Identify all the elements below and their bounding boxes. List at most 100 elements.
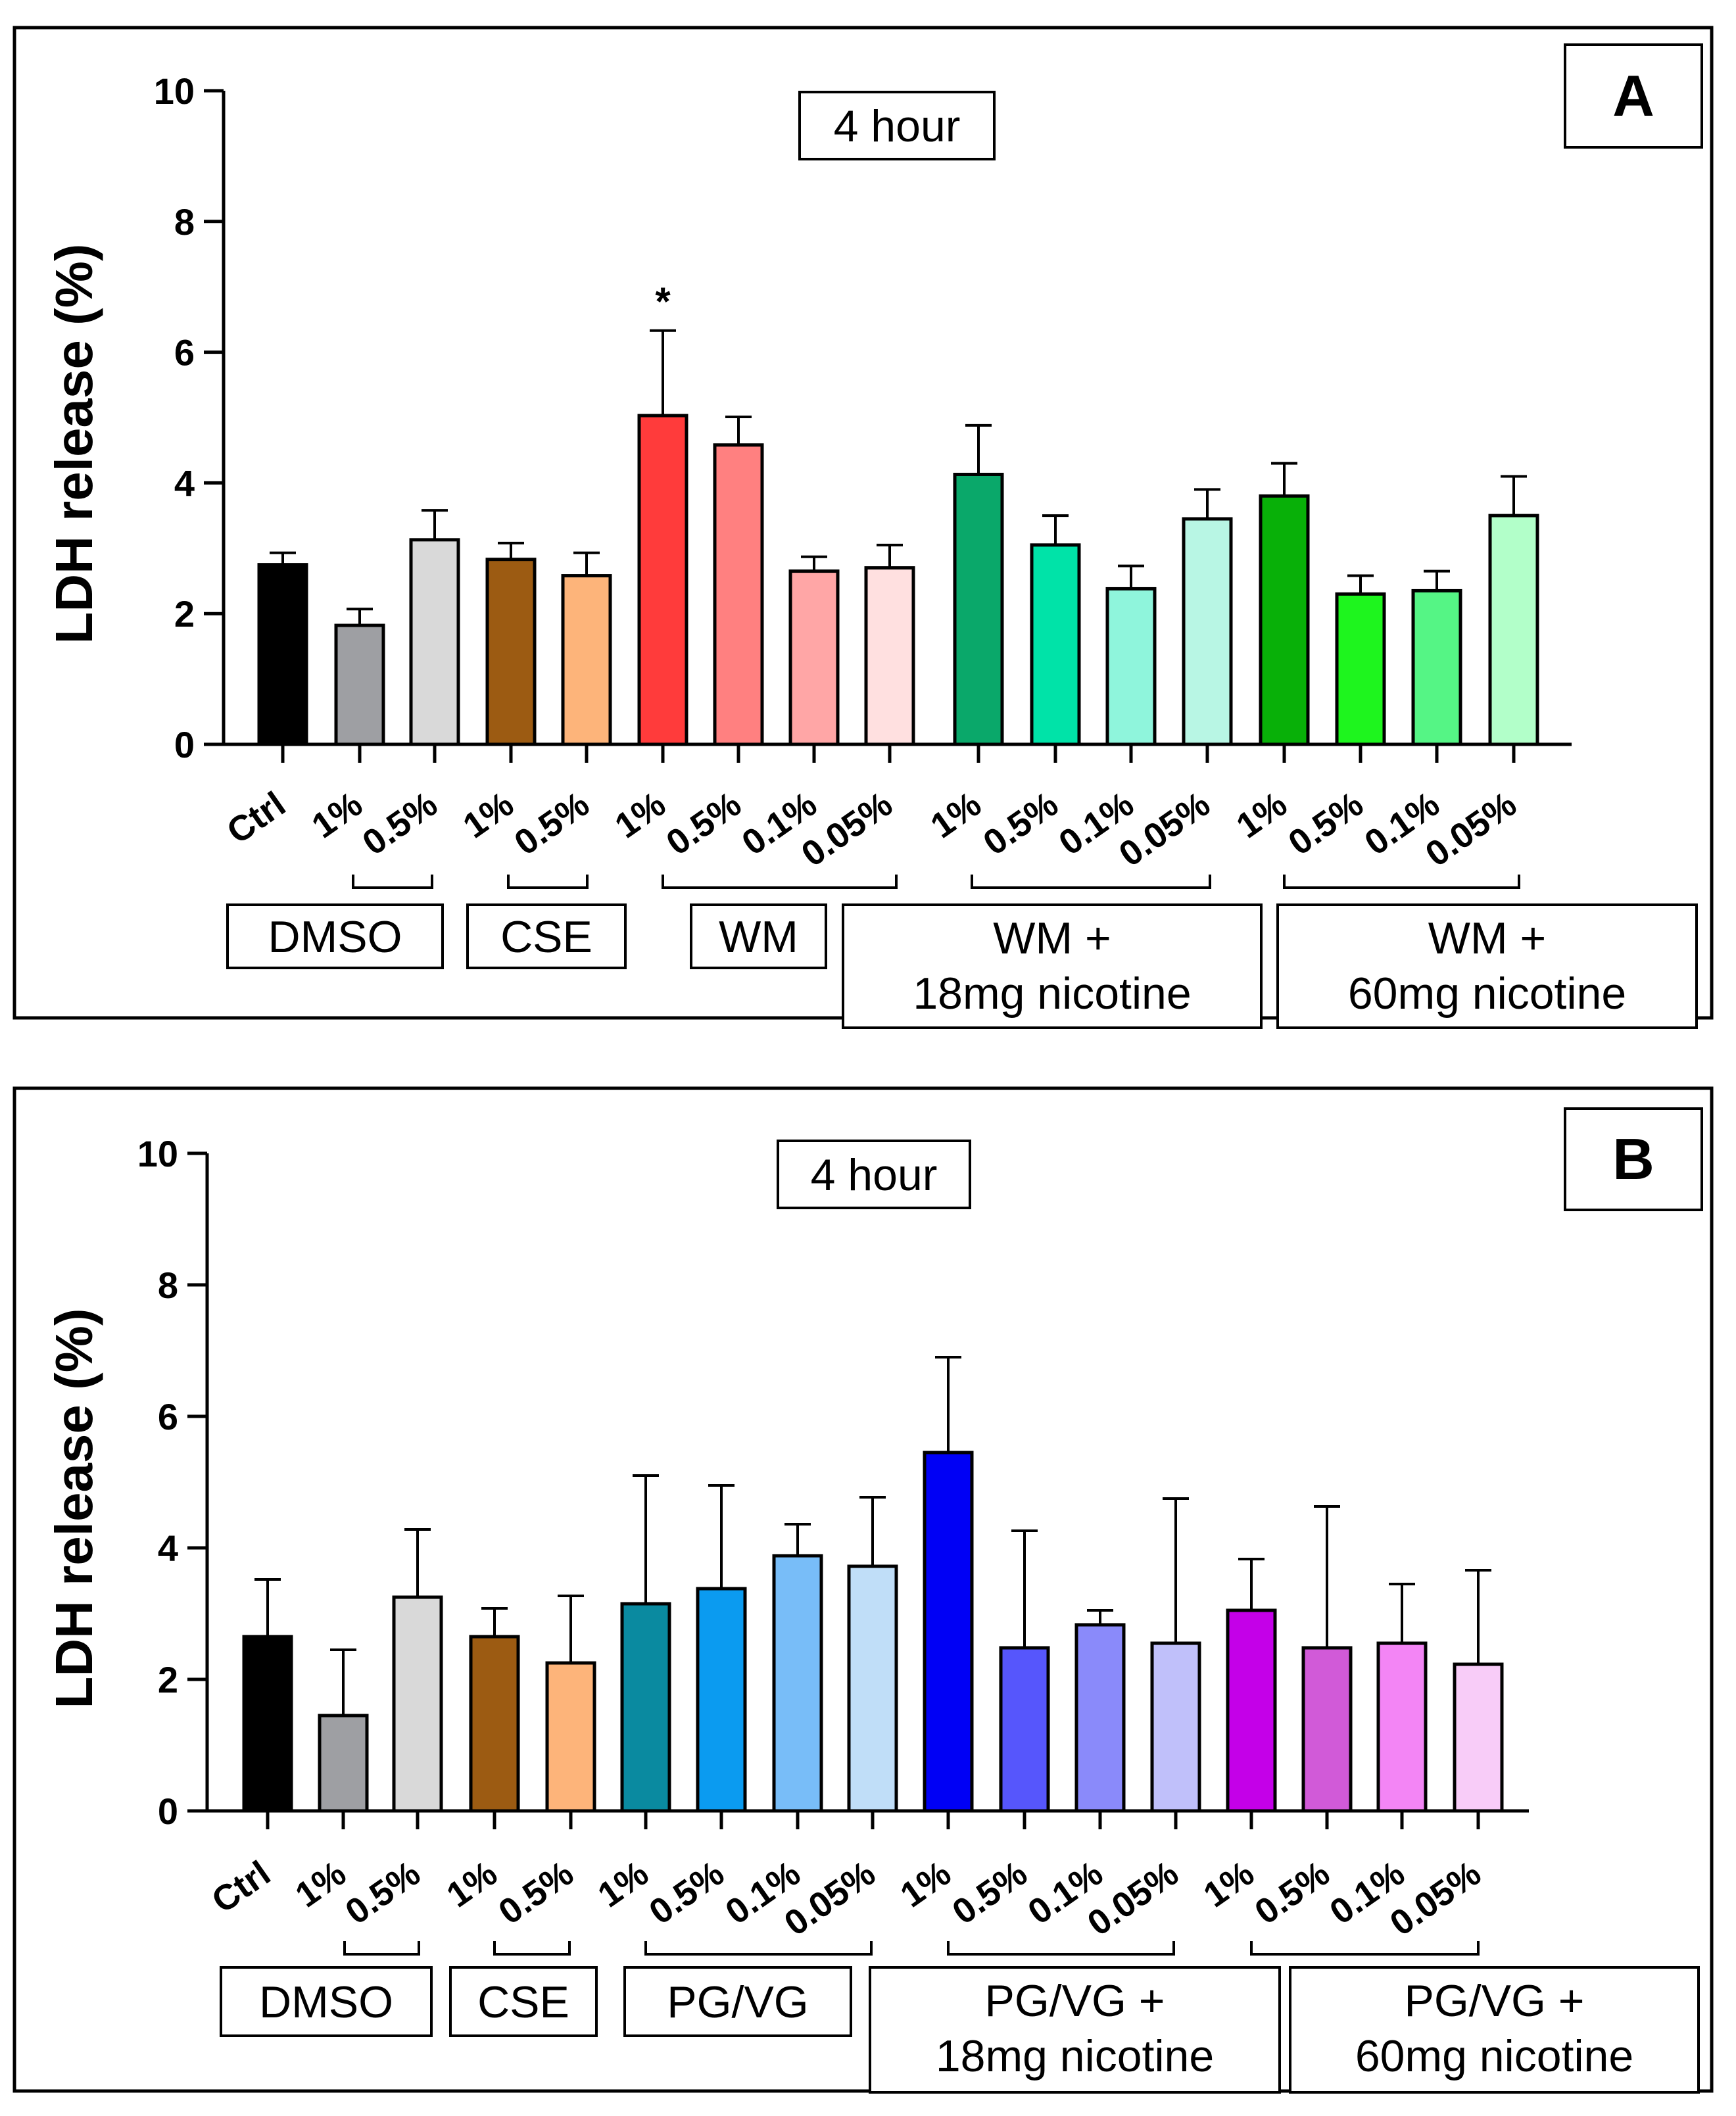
time-label: 4 hour — [834, 101, 961, 151]
bar — [1105, 587, 1157, 746]
y-tick-label: 6 — [158, 1396, 178, 1437]
bar — [1074, 1623, 1126, 1813]
time-label-box — [777, 1140, 971, 1209]
bar — [788, 569, 840, 746]
x-tick-label: Ctrl — [205, 1854, 277, 1921]
bar — [242, 1635, 293, 1813]
x-tick-label: 0.5% — [976, 784, 1065, 863]
group-label: PG/VG + — [985, 1976, 1165, 2026]
y-tick-label: 8 — [174, 201, 195, 243]
x-tick-label: 0.5% — [339, 1854, 427, 1933]
y-tick-label: 10 — [154, 70, 195, 112]
group-label: CSE — [500, 912, 592, 962]
group-label-box — [226, 903, 444, 969]
y-axis-title: LDH release (%) — [45, 243, 103, 644]
panel-frame — [12, 1086, 1714, 2093]
panel-letter-box — [1564, 1107, 1703, 1211]
group-label: CSE — [477, 1977, 569, 2027]
group-label: PG/VG + — [1405, 1976, 1585, 2026]
group-label-box — [869, 1966, 1281, 2094]
group-label: WM — [719, 912, 798, 962]
bar — [696, 1587, 747, 1813]
y-tick-label: 4 — [174, 462, 195, 504]
bar — [1335, 592, 1386, 746]
panel-frame — [12, 26, 1714, 1020]
group-bracket — [971, 875, 1211, 889]
x-tick-label: 1% — [924, 784, 988, 846]
group-label-line2: 60mg nicotine — [1348, 969, 1626, 1019]
x-tick-label: 0.5% — [946, 1854, 1034, 1933]
y-tick-label: 2 — [158, 1659, 178, 1700]
group-label-box — [449, 1966, 598, 2037]
group-label: DMSO — [268, 912, 402, 962]
bar — [318, 1714, 369, 1813]
bar — [409, 538, 460, 746]
group-label-box — [1276, 903, 1698, 1029]
bar — [847, 1564, 898, 1813]
time-label: 4 hour — [811, 1150, 938, 1200]
y-tick-label: 10 — [137, 1133, 178, 1174]
y-tick-label: 6 — [174, 332, 195, 373]
bar — [1226, 1608, 1277, 1813]
x-tick-label: 0.5% — [492, 1854, 581, 1933]
bar — [620, 1602, 671, 1813]
group-label-line2: 18mg nicotine — [913, 969, 1191, 1019]
x-tick-label: 0.5% — [356, 784, 445, 863]
group-bracket — [493, 1941, 571, 1956]
group-bracket — [644, 1941, 873, 1956]
bar — [772, 1554, 823, 1813]
bar — [1150, 1641, 1201, 1813]
group-label-box — [1289, 1966, 1700, 2094]
x-tick-label: 0.05% — [1418, 784, 1524, 875]
group-bracket — [343, 1941, 420, 1956]
bar — [999, 1646, 1050, 1813]
group-label-box — [623, 1966, 852, 2037]
x-tick-label: 1% — [1230, 784, 1294, 846]
group-label-box — [842, 903, 1263, 1029]
group-label-box — [220, 1966, 433, 2037]
bar — [257, 563, 308, 746]
bar — [953, 472, 1004, 746]
x-tick-label: Ctrl — [220, 784, 293, 852]
bar — [1301, 1646, 1353, 1813]
panel-letter-box — [1564, 43, 1703, 149]
group-label-box — [466, 903, 627, 969]
group-label: DMSO — [259, 1977, 393, 2027]
group-bracket — [352, 875, 433, 889]
x-tick-label: 0.5% — [508, 784, 596, 863]
x-tick-label: 0.5% — [1282, 784, 1370, 863]
group-label: WM + — [993, 913, 1111, 963]
bar — [1376, 1641, 1428, 1813]
x-tick-label: 0.5% — [642, 1854, 731, 1933]
bar — [334, 623, 385, 746]
bar — [485, 558, 537, 746]
x-tick-label: 0.5% — [660, 784, 748, 863]
group-bracket — [662, 875, 898, 889]
y-tick-label: 8 — [158, 1264, 178, 1306]
bar — [864, 566, 915, 746]
significance-star: * — [655, 279, 671, 324]
group-label-line2: 18mg nicotine — [936, 2031, 1214, 2081]
bar — [923, 1451, 974, 1813]
bar — [637, 414, 688, 746]
bar — [1488, 514, 1539, 746]
x-tick-label: 1% — [440, 1854, 504, 1915]
bar — [392, 1595, 443, 1813]
bar — [1030, 543, 1081, 746]
group-label-box — [690, 903, 827, 969]
time-label-box — [798, 91, 996, 160]
bar — [1182, 517, 1233, 746]
group-bracket — [947, 1941, 1175, 1956]
bar — [1259, 494, 1310, 746]
x-tick-label: 0.5% — [1248, 1854, 1337, 1933]
y-axis-title: LDH release (%) — [45, 1308, 103, 1708]
bar — [713, 443, 764, 746]
bar — [545, 1661, 596, 1813]
group-label-line2: 60mg nicotine — [1355, 2031, 1633, 2081]
group-bracket — [507, 875, 589, 889]
group-bracket — [1283, 875, 1520, 889]
y-tick-label: 4 — [158, 1527, 178, 1569]
